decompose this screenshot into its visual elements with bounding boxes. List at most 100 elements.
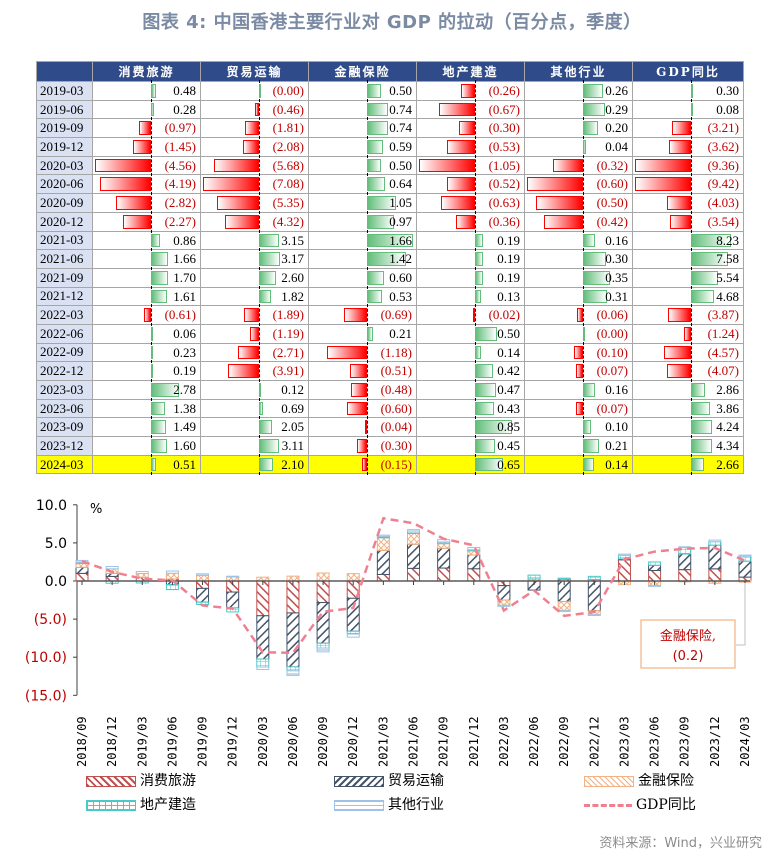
table-cell: (1.89)	[200, 304, 309, 326]
bar-consumer-tourism	[648, 569, 662, 582]
table-cell: (0.07)	[524, 360, 633, 382]
negative-databar	[666, 364, 691, 378]
table-cell: 0.69	[200, 397, 309, 420]
databar-axis	[259, 192, 260, 214]
cell-value: (0.61)	[164, 307, 196, 323]
row-date: 2023-03	[36, 380, 93, 400]
databar-axis	[367, 360, 368, 382]
positive-databar	[475, 439, 495, 453]
legend-swatch	[86, 799, 136, 811]
positive-databar	[583, 383, 596, 397]
positive-databar	[367, 252, 407, 266]
positive-databar	[475, 326, 497, 341]
table-cell: (4.07)	[632, 360, 744, 382]
table-cell: 5.54	[632, 266, 744, 289]
positive-databar	[367, 140, 384, 154]
bar-property-construction	[256, 658, 270, 668]
databar-axis	[259, 136, 260, 158]
cell-value: 2.60	[281, 269, 304, 285]
negative-databar	[343, 308, 367, 322]
negative-databar	[683, 326, 691, 341]
bar-property-construction	[708, 541, 722, 546]
cell-value: 0.14	[497, 344, 520, 360]
positive-databar	[367, 270, 384, 285]
table-cell: 0.50	[308, 154, 417, 177]
cell-value: 0.10	[605, 419, 628, 435]
table-row: 2020-12 (2.27) (4.32) 0.97 (0.36) (0.42) (3.54…	[36, 210, 744, 233]
x-tick-label: 2019/06	[165, 716, 179, 767]
cell-value: 0.50	[389, 83, 412, 98]
table-cell: 0.19	[416, 266, 525, 289]
cell-value: 0.65	[497, 456, 520, 472]
positive-databar	[583, 439, 600, 453]
cell-value: 0.08	[716, 101, 739, 117]
legend-label: 其他行业	[388, 797, 444, 813]
positive-databar	[367, 289, 382, 304]
table-cell: 0.43	[416, 397, 525, 420]
table-cell: 0.19	[416, 248, 525, 270]
legend-swatch	[86, 775, 136, 787]
cell-value: (0.63)	[488, 195, 520, 211]
table-cell: 0.59	[308, 136, 417, 158]
table-cell: (0.51)	[308, 360, 417, 382]
negative-databar	[350, 383, 367, 397]
positive-databar	[151, 270, 169, 285]
cell-value: (0.06)	[596, 307, 628, 323]
positive-databar	[151, 84, 156, 98]
table-cell: 0.60	[308, 266, 417, 289]
bar-property-construction	[587, 575, 601, 581]
databar-axis	[367, 304, 368, 326]
cell-value: (4.56)	[164, 157, 196, 173]
table-cell: (0.42)	[524, 210, 633, 233]
negative-databar	[224, 214, 259, 229]
cell-value: 0.16	[605, 382, 628, 397]
cell-value: 8.23	[716, 232, 739, 248]
negative-databar	[461, 84, 475, 98]
positive-databar	[691, 401, 710, 416]
databar-axis	[583, 154, 584, 177]
positive-databar	[691, 289, 714, 304]
table-cell: (0.63)	[416, 192, 525, 214]
negative-databar	[439, 102, 475, 117]
cell-value: (2.71)	[272, 344, 304, 360]
bar-finance-insurance	[75, 562, 89, 568]
table-cell: 4.24	[632, 416, 744, 439]
cell-value: 0.12	[281, 382, 304, 397]
bar-other-industries	[346, 633, 360, 638]
databar-axis	[583, 341, 584, 364]
table-cell: (3.54)	[632, 210, 744, 233]
bar-finance-insurance	[196, 574, 210, 582]
x-tick-label: 2021/06	[407, 716, 421, 767]
table-cell: 0.23	[92, 341, 201, 364]
databar-axis	[367, 397, 368, 420]
table-row: 2020-03 (4.56) (5.68) 0.50 (1.05) (0.32) (9.36…	[36, 154, 744, 177]
negative-databar	[99, 177, 151, 192]
negative-databar	[123, 214, 151, 229]
table-cell: (0.97)	[92, 117, 201, 140]
legend-label: 贸易运输	[388, 773, 444, 789]
cell-value: 0.14	[605, 456, 628, 472]
table-cell: (0.30)	[308, 435, 417, 457]
gdp-line-layer	[81, 516, 746, 655]
cell-value: (5.68)	[272, 157, 304, 173]
cell-value: (0.04)	[380, 419, 412, 435]
bars-layer	[75, 529, 752, 676]
positive-databar	[259, 457, 273, 472]
row-date: 2023-06	[36, 398, 93, 419]
table-cell: 2.60	[200, 266, 309, 289]
positive-databar	[367, 158, 381, 173]
table-cell: 1.66	[308, 229, 417, 252]
table-cell: (4.56)	[92, 154, 201, 177]
row-date: 2024-03	[36, 454, 93, 475]
positive-databar	[151, 233, 160, 248]
positive-databar	[691, 457, 704, 472]
positive-databar	[583, 457, 594, 472]
x-tick-label: 2020/09	[316, 716, 330, 767]
table-cell: 0.29	[524, 98, 633, 121]
row-date: 2021-06	[36, 249, 93, 269]
positive-databar	[367, 177, 385, 192]
y-tick-label: (10.0)	[25, 650, 67, 666]
table-cell: (0.06)	[524, 304, 633, 326]
positive-databar	[691, 383, 705, 397]
cell-value: 0.13	[497, 288, 520, 304]
